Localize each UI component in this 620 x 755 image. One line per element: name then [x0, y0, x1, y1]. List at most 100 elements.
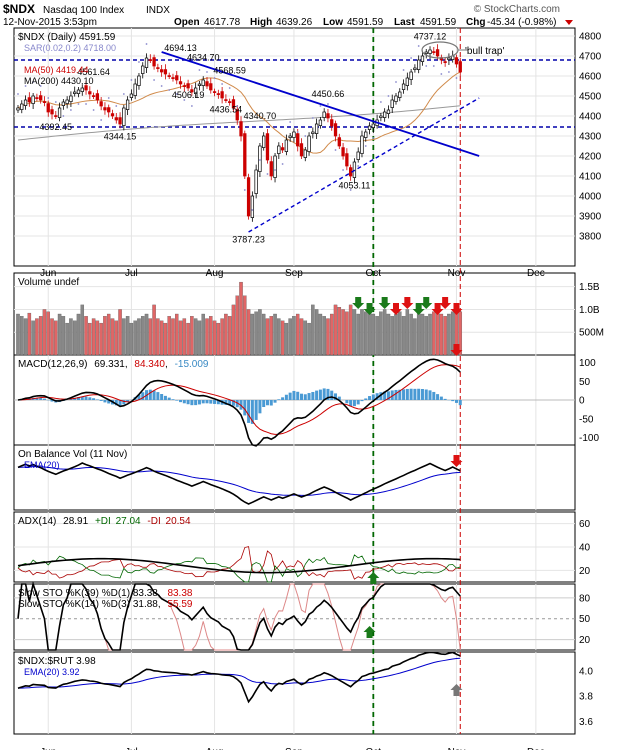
macd-hist-bar [43, 399, 46, 400]
sar-dot [199, 69, 201, 71]
volume-bar [58, 314, 61, 355]
last-value: 4591.59 [420, 17, 457, 28]
volume-bar [24, 319, 27, 355]
candle-body [217, 94, 220, 95]
macd-hist-bar [440, 397, 443, 400]
macd-hist-bar [164, 396, 167, 400]
candle-body [289, 136, 292, 138]
volume-bar [202, 314, 205, 355]
price-annotation: 4340.70 [244, 111, 277, 121]
price-y-tick: 3900 [579, 212, 602, 223]
candle-body [327, 114, 330, 118]
macd-signal: 84.340 [134, 359, 165, 370]
candle-body [368, 126, 371, 130]
price-y-tick: 4400 [579, 112, 602, 123]
ohlc-summary: Open 4617.78 High 4639.26 Low 4591.59 La… [174, 17, 573, 28]
ratio-y-tick: 3.6 [579, 717, 593, 728]
macd-sep2: , [165, 359, 168, 370]
volume-bar [50, 319, 53, 355]
sar-dot [456, 77, 458, 79]
candle-body [285, 140, 288, 152]
price-legend: $NDX (Daily) 4591.59 SAR(0.02,0.2) 4718.… [18, 32, 116, 86]
sto-val2: 55.59 [167, 599, 192, 610]
volume-bar [32, 321, 35, 355]
candle-body [81, 88, 84, 92]
candle-body [206, 82, 209, 86]
macd-hist-bar [410, 389, 413, 400]
macd-hist-bar [190, 400, 193, 405]
candle-body [338, 138, 341, 146]
volume-bar [168, 316, 171, 355]
candle-body [58, 108, 61, 118]
high-value: 4639.26 [276, 17, 313, 28]
candle-body [89, 92, 92, 94]
macd-hist-bar [289, 393, 292, 400]
sar-dot [115, 105, 117, 107]
volume-bar [304, 321, 307, 355]
macd-hist-bar [187, 400, 190, 404]
candle-body [77, 90, 80, 94]
volume-bar [289, 319, 292, 355]
volume-bar [221, 319, 224, 355]
sto-val1: 83.38 [167, 588, 192, 599]
sar-dot [403, 69, 405, 71]
candle-body [138, 76, 141, 86]
candle-body [36, 98, 39, 99]
sar-dot [304, 135, 306, 137]
price-panel-frame [14, 28, 575, 266]
candle-body [107, 108, 110, 112]
sar-dot [312, 117, 314, 119]
sto-y-tick: 20 [579, 635, 591, 646]
sar-dot [146, 43, 148, 45]
candle-body [24, 100, 27, 106]
macd-hist-bar [266, 400, 269, 405]
macd-hist-bar [85, 397, 88, 400]
sar-dot [161, 85, 163, 87]
pdi-label: +DI [95, 516, 111, 527]
sar-dot [131, 79, 133, 81]
volume-bar [115, 321, 118, 355]
candle-body [160, 70, 163, 72]
price-annotation: 4568.59 [213, 66, 246, 76]
sto-legend1: Slow STO %K(39) %D(1) 83.38, 83.38 [18, 588, 193, 599]
obv-line [18, 463, 460, 504]
volume-bar [387, 314, 390, 355]
candle-body [126, 100, 129, 110]
macd-hist-bar [168, 398, 171, 400]
candle-body [51, 110, 54, 114]
volume-bar [247, 309, 250, 355]
sar-dot [433, 65, 435, 67]
candle-body [62, 102, 65, 106]
candle-body [300, 144, 303, 156]
sto-y-tick: 80 [579, 593, 591, 604]
candle-body [278, 146, 281, 154]
candle-body [274, 156, 277, 178]
volume-signal-arrow [352, 297, 364, 309]
sar-dot [388, 95, 390, 97]
adx-y-tick: 40 [579, 543, 591, 554]
macd-value: 69.331 [94, 359, 125, 370]
price-annotation: 4436.54 [210, 104, 243, 114]
macd-hist-bar [285, 395, 288, 400]
macd-hist-bar [255, 400, 258, 420]
volume-bar [311, 305, 314, 355]
candle-body [312, 132, 315, 134]
candle-body [92, 96, 95, 97]
macd-title: MACD(12,26,9) [18, 359, 87, 370]
macd-hist-bar [368, 396, 371, 400]
sar-dot [17, 93, 19, 95]
macd-hist-bar [183, 400, 186, 403]
volume-bar [372, 314, 375, 355]
volume-bar [187, 323, 190, 355]
volume-bar [62, 316, 65, 355]
macd-hist-bar [247, 400, 250, 423]
macd-hist-bar [451, 400, 454, 401]
macd-hist-bar [149, 390, 152, 400]
candle-body [240, 122, 243, 136]
candle-body [255, 170, 258, 194]
macd-hist-bar [209, 400, 212, 404]
volume-bar [39, 316, 42, 355]
sar-dot [274, 169, 276, 171]
macd-hist-bar [311, 392, 314, 400]
volume-bar [236, 296, 239, 355]
